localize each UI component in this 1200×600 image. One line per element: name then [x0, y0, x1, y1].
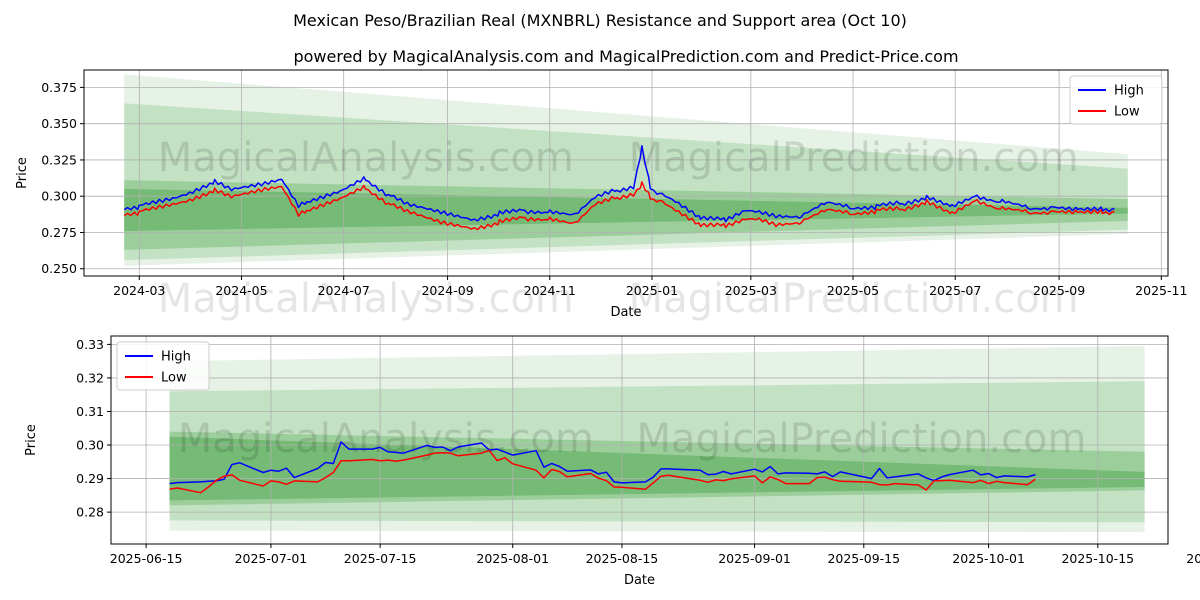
watermark-analysis: MagicalAnalysis.com: [178, 416, 594, 462]
x-tick-label: 2025-08-15: [586, 551, 659, 566]
x-tick-label: 2025-01: [626, 283, 678, 298]
band-0: [124, 74, 1128, 266]
legend-label-high: High: [1114, 84, 1144, 99]
watermark-prediction: MagicalPrediction.com: [636, 416, 1086, 462]
watermark-prediction-2: MagicalPrediction.com: [629, 276, 1079, 322]
x-tick-label: 2025-10-15: [1061, 551, 1134, 566]
chart-subtitle: powered by MagicalAnalysis.com and Magic…: [293, 47, 958, 66]
x-axis-label: Date: [610, 305, 641, 320]
x-tick-label: 2025-08-01: [476, 551, 549, 566]
watermark-analysis-2: MagicalAnalysis.com: [158, 276, 574, 322]
x-tick-label: 2025-07: [929, 283, 981, 298]
chart-title: Mexican Peso/Brazilian Real (MXNBRL) Res…: [293, 11, 907, 30]
band-3: [124, 188, 1128, 232]
watermark-analysis: MagicalAnalysis.com: [158, 135, 574, 181]
legend-label-high: High: [161, 350, 191, 365]
y-axis-label: Price: [15, 157, 30, 189]
series-low-line: [123, 181, 1115, 231]
band-0: [169, 346, 1145, 533]
x-tick-label: 2024-09: [421, 283, 473, 298]
x-tick-label: 2024-07: [318, 283, 370, 298]
y-tick-label: 0.375: [41, 80, 77, 95]
legend: High Low: [1069, 75, 1163, 125]
y-tick-label: 0.325: [41, 152, 77, 167]
legend-label-low: Low: [161, 371, 187, 386]
grid: [84, 70, 1168, 276]
x-tick-label: 2025-07-01: [235, 551, 308, 566]
legend-label-low: Low: [1114, 105, 1140, 120]
x-tick-label: 2025-09-15: [827, 551, 900, 566]
y-tick-label: 0.30: [76, 438, 104, 453]
x-tick-label: 2025-03: [725, 283, 777, 298]
y-tick-label: 0.300: [41, 189, 77, 204]
plot-frame: [110, 335, 1169, 545]
bottom-chart-panel: MagicalAnalysis.com MagicalPrediction.com…: [24, 335, 1200, 588]
y-tick-label: 0.31: [76, 404, 104, 419]
y-tick-label: 0.32: [76, 370, 104, 385]
watermark-prediction: MagicalPrediction.com: [629, 135, 1079, 181]
legend: High Low: [116, 341, 210, 391]
x-tick-label: 2024-05: [215, 283, 267, 298]
grid: [111, 336, 1168, 544]
y-tick-label: 0.250: [41, 261, 77, 276]
y-tick-label: 0.33: [76, 337, 104, 352]
y-tick-label: 0.275: [41, 225, 77, 240]
x-tick-label: 2024-03: [113, 283, 165, 298]
x-tick-label: 2024-11: [524, 283, 576, 298]
x-tick-label: 2025-10-01: [952, 551, 1025, 566]
x-tick-label: 2025-06-15: [110, 551, 183, 566]
x-tick-label: 2025-07-15: [344, 551, 417, 566]
x-tick-label: 2025-05: [827, 283, 879, 298]
band-1: [169, 381, 1145, 523]
x-axis-label: Date: [624, 573, 655, 588]
band-1: [124, 103, 1128, 261]
series-high-line: [169, 441, 1036, 485]
plot-frame: [83, 69, 1169, 277]
y-tick-label: 0.28: [76, 505, 104, 520]
series-high-line: [123, 144, 1115, 223]
x-tick-label: 2025-09: [1033, 283, 1085, 298]
series-low-line: [169, 449, 1036, 494]
top-chart-panel: MagicalAnalysis.com MagicalPrediction.com…: [15, 69, 1187, 322]
y-tick-label: 0.350: [41, 116, 77, 131]
x-tick-label: 2025-09-01: [718, 551, 791, 566]
x-tick-label: 2025-11: [1135, 283, 1187, 298]
x-tick-label: 2025-11-01: [1186, 551, 1200, 566]
y-axis-label: Price: [24, 424, 39, 456]
y-tick-label: 0.29: [76, 471, 104, 486]
